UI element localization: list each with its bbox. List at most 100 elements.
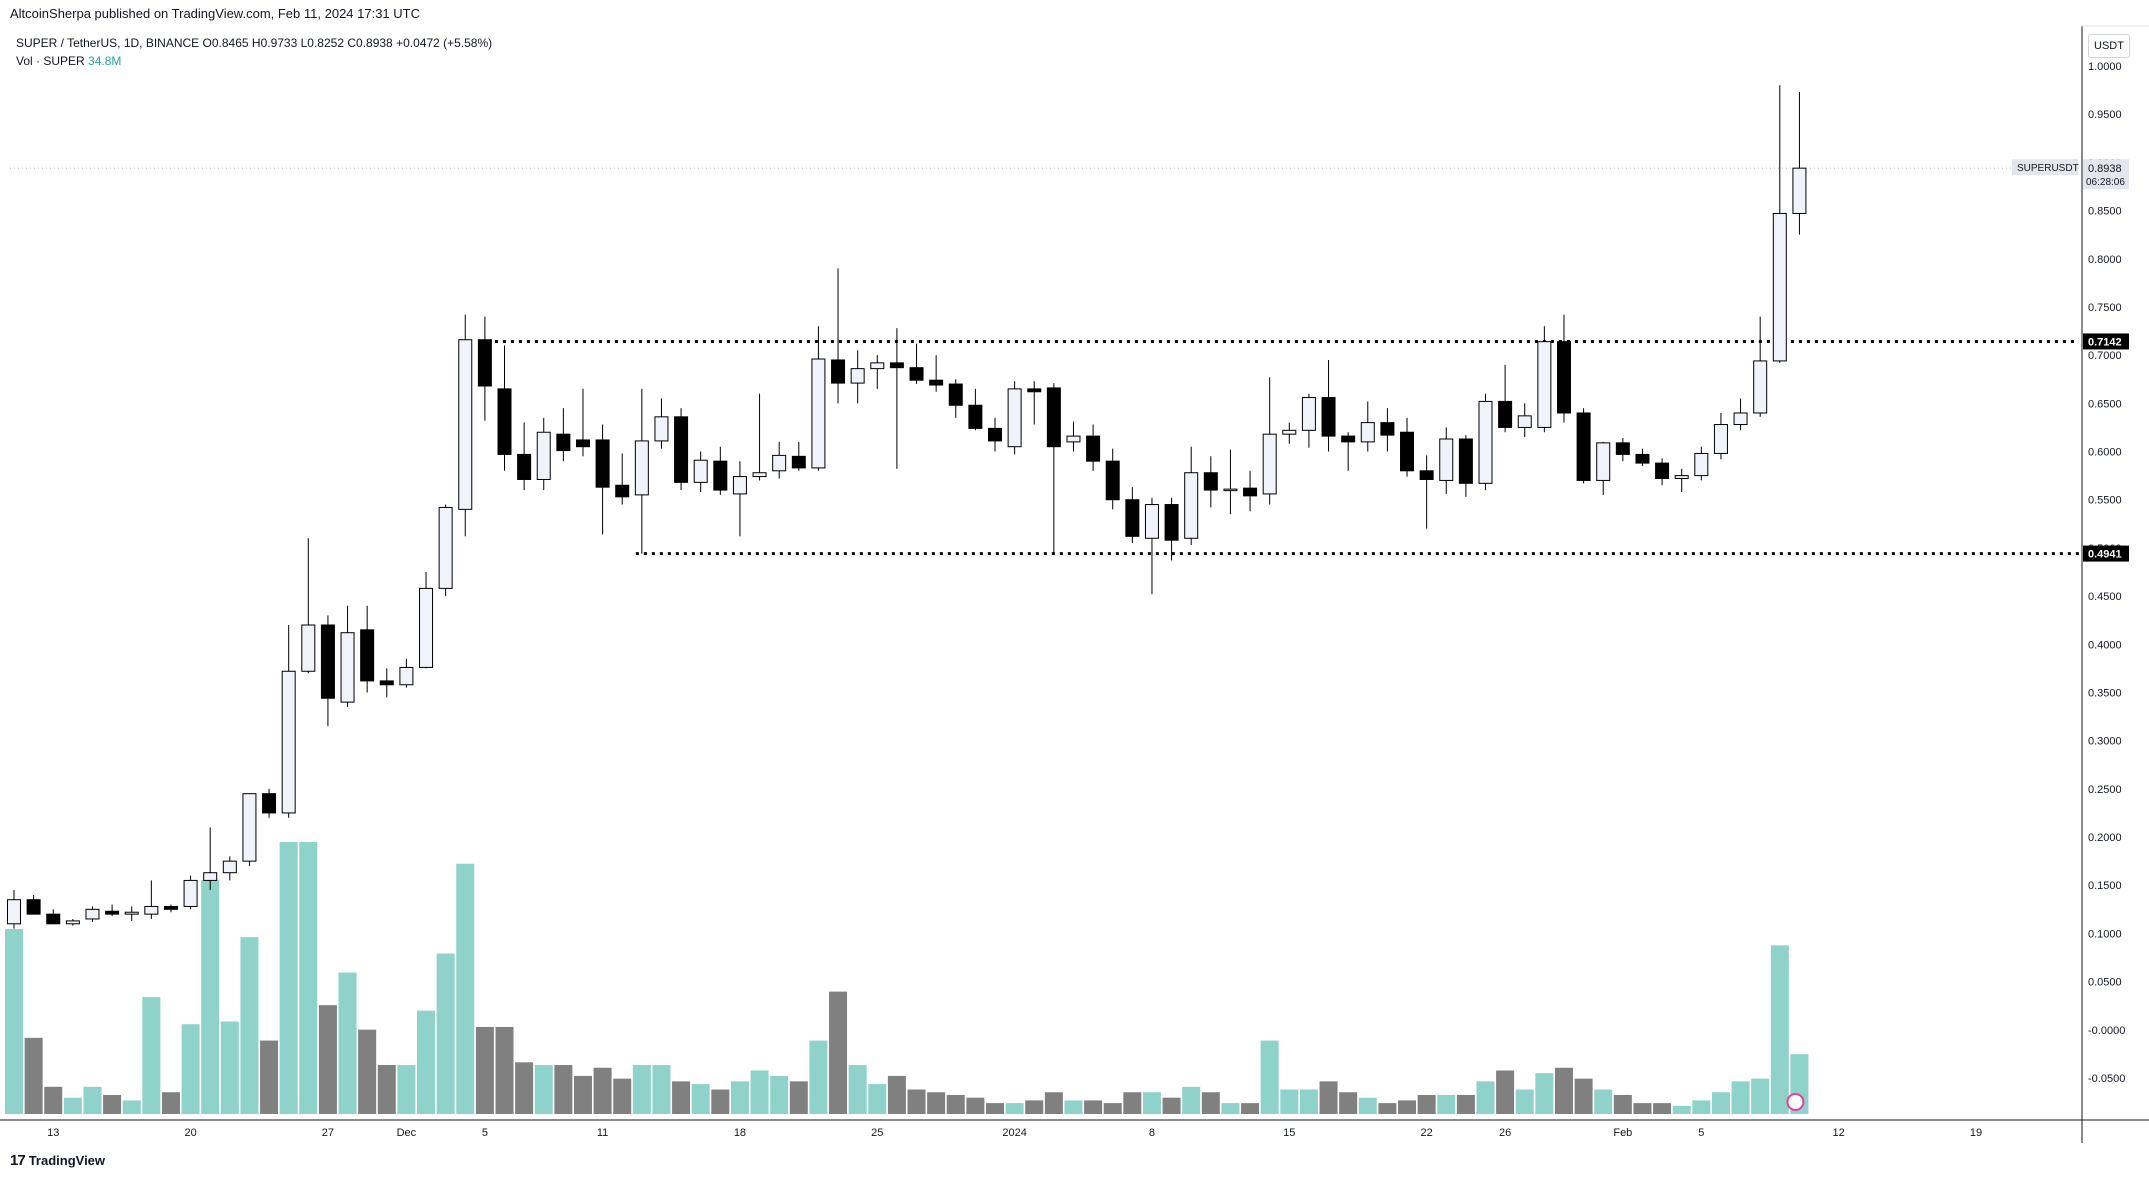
- time-tick-label: 5: [1698, 1127, 1704, 1139]
- candle-body: [1380, 422, 1395, 436]
- tradingview-brand: TradingView: [28, 1153, 106, 1168]
- volume-bar: [1064, 1100, 1083, 1114]
- volume-bar: [1711, 1092, 1730, 1114]
- candle-body: [7, 899, 21, 925]
- candle-body: [1125, 499, 1140, 537]
- price-tick-label: 0.9500: [2088, 109, 2122, 121]
- legend-open: O0.8465: [202, 36, 249, 50]
- volume-bar: [672, 1081, 691, 1114]
- candle-body: [654, 416, 669, 442]
- volume-bar: [593, 1067, 612, 1114]
- candle-body: [144, 905, 159, 915]
- candle-body: [752, 472, 767, 478]
- candle-body: [811, 358, 826, 469]
- tradingview-logo[interactable]: 17 TradingView: [10, 1152, 105, 1169]
- time-tick-label: 15: [1283, 1127, 1295, 1139]
- candle-body: [1144, 504, 1159, 539]
- price-tick-label: 0.0500: [2088, 977, 2122, 989]
- volume-bar: [515, 1062, 534, 1114]
- candle-body: [379, 680, 394, 686]
- candle-body: [301, 624, 316, 672]
- candle-body: [1027, 388, 1042, 393]
- volume-bar: [1613, 1094, 1632, 1114]
- time-tick-label: 18: [734, 1127, 746, 1139]
- volume-bar: [691, 1084, 710, 1114]
- candle-body: [948, 383, 963, 406]
- volume-bar: [220, 1021, 239, 1114]
- candle-body: [1576, 412, 1591, 481]
- time-tick-label: 19: [1970, 1127, 1982, 1139]
- volume-bar: [358, 1029, 377, 1114]
- candle-body: [1086, 435, 1101, 462]
- candle-body: [1105, 460, 1120, 501]
- candle-body: [1517, 415, 1532, 428]
- candle-body: [1674, 475, 1689, 480]
- price-tick-label: -0.0500: [2088, 1073, 2125, 1085]
- legend-low: L0.8252: [300, 36, 345, 50]
- candle-body: [1184, 472, 1199, 539]
- candle-body: [458, 339, 473, 510]
- volume-bar: [417, 1010, 436, 1114]
- candle-body: [1498, 400, 1513, 428]
- volume-bar: [436, 953, 455, 1114]
- tradingview-logo-icon: 17: [10, 1152, 26, 1169]
- volume-bar: [750, 1070, 769, 1114]
- volume-bar: [554, 1065, 573, 1114]
- volume-bar: [1417, 1094, 1436, 1114]
- volume-bar: [1378, 1103, 1397, 1114]
- price-tick-label: 0.1500: [2088, 880, 2122, 892]
- legend-volume-row: Vol · SUPER 34.8M: [16, 52, 492, 70]
- candle-body: [772, 454, 787, 472]
- candle-body: [477, 339, 492, 387]
- volume-bar: [44, 1086, 63, 1114]
- volume-bar: [1731, 1081, 1750, 1114]
- candle-body: [909, 367, 924, 381]
- candle-body: [242, 793, 257, 862]
- level-label-bg: [2083, 545, 2129, 562]
- volume-bar: [711, 1089, 730, 1114]
- volume-bar: [240, 937, 259, 1114]
- candle-body: [791, 455, 806, 469]
- volume-bar: [907, 1089, 926, 1114]
- candle-body: [1792, 167, 1807, 214]
- volume-bar: [1025, 1100, 1044, 1114]
- currency-button[interactable]: USDT: [2088, 34, 2130, 58]
- candle-body: [183, 879, 198, 907]
- candle-body: [65, 920, 80, 925]
- volume-bar: [377, 1065, 396, 1114]
- volume-bar: [652, 1065, 671, 1114]
- volume-bar: [1594, 1089, 1613, 1114]
- volume-bar: [613, 1078, 632, 1114]
- volume-bar: [1123, 1092, 1142, 1114]
- countdown-label: 06:28:06: [2086, 177, 2125, 188]
- candle-body: [595, 439, 610, 488]
- volume-bar: [946, 1094, 965, 1114]
- candle-body: [1203, 472, 1218, 491]
- candle-body: [281, 670, 296, 814]
- candle-body: [1066, 435, 1081, 443]
- candle-body: [831, 359, 846, 384]
- volume-bar: [1005, 1103, 1024, 1114]
- candle-body: [203, 872, 218, 881]
- price-tick-label: 0.1000: [2088, 928, 2122, 940]
- volume-bar: [5, 929, 23, 1114]
- price-tick-label: 1.0000: [2088, 61, 2122, 73]
- volume-bar: [1280, 1089, 1299, 1114]
- volume-bar: [1319, 1081, 1338, 1114]
- symbol-tag-bg: [2012, 159, 2078, 176]
- candle-body: [222, 860, 237, 874]
- candle-body: [1694, 452, 1709, 477]
- candle-body: [1478, 400, 1493, 484]
- symbol-tag-label: SUPERUSDT: [2017, 163, 2079, 174]
- volume-bar: [848, 1065, 867, 1114]
- time-tick-label: 8: [1149, 1127, 1155, 1139]
- volume-bar: [63, 1097, 82, 1114]
- price-tick-label: 0.8000: [2088, 254, 2122, 266]
- candle-body: [556, 433, 571, 452]
- candle-body: [1164, 504, 1179, 541]
- candle-body: [1772, 212, 1787, 362]
- volume-bar: [495, 1026, 514, 1114]
- legend-vol-label: Vol · SUPER: [16, 54, 85, 68]
- volume-bar: [83, 1086, 102, 1114]
